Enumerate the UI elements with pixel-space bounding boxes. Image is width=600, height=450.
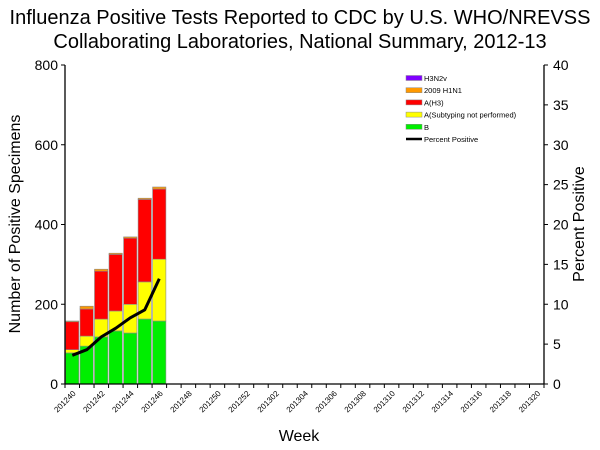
- bar-a-h3--201241: [79, 308, 94, 337]
- y2-tick-label-0: 0: [553, 376, 561, 392]
- x-tick-label-201306: 201306: [314, 389, 340, 415]
- x-tick-label-201314: 201314: [430, 389, 456, 415]
- y-tick-label-400: 400: [35, 217, 59, 233]
- legend-swatch-h3n2v: [405, 75, 423, 81]
- legend-swatch-b: [405, 124, 423, 130]
- x-tick-label-201250: 201250: [198, 389, 224, 415]
- legend: H3N2v 2009 H1N1 A(H3) A(Subtyping not perfo…: [405, 74, 517, 144]
- bar-a-h3--201246: [152, 188, 167, 260]
- legend-label-a-subtyping-not-performed: A(Subtyping not performed): [424, 111, 517, 120]
- y2-tick-label-30: 30: [553, 137, 569, 153]
- bar-2009-h1n1-201245: [137, 197, 152, 200]
- x-tick-label-201302: 201302: [256, 389, 282, 415]
- x-tick-label-201240: 201240: [52, 389, 78, 415]
- legend-label-2009-h1n1: 2009 H1N1: [424, 86, 462, 95]
- bar-series-group: [65, 186, 167, 385]
- y2-tick-label-35: 35: [553, 97, 569, 113]
- legend-swatch-a-h3: [405, 99, 423, 106]
- y2-tick-label-5: 5: [553, 336, 561, 352]
- y-tick-label-0: 0: [50, 376, 58, 392]
- y-tick-label-600: 600: [35, 137, 59, 153]
- x-tick-label-201308: 201308: [343, 389, 369, 415]
- y2-tick-label-20: 20: [553, 217, 569, 233]
- x-axis-label: Week: [279, 428, 321, 445]
- bar-b-201245: [137, 318, 152, 385]
- bar-2009-h1n1-201240: [65, 320, 80, 323]
- bar-2009-h1n1-201242: [94, 268, 109, 272]
- x-tick-label-201246: 201246: [140, 389, 166, 415]
- x-tick-label-201252: 201252: [227, 389, 253, 415]
- y-tick-label-200: 200: [35, 296, 59, 312]
- x-tick-label-201318: 201318: [488, 389, 514, 415]
- y2-tick-label-10: 10: [553, 296, 569, 312]
- y-axis-label: Number of Positive Specimens: [7, 115, 24, 334]
- y2-tick-label-25: 25: [553, 177, 569, 193]
- chart-title-line-2: Collaborating Laboratories, National Sum…: [53, 31, 546, 53]
- bar-b-201240: [65, 352, 80, 385]
- x-tick-label-201248: 201248: [169, 389, 195, 415]
- bar-2009-h1n1-201246: [152, 186, 167, 190]
- chart-title-line-1: Influenza Positive Tests Reported to CDC…: [10, 7, 591, 29]
- legend-label-a-h3: A(H3): [424, 98, 444, 107]
- x-tick-label-201320: 201320: [517, 389, 543, 415]
- x-tick-label-201312: 201312: [401, 389, 427, 415]
- bar-2009-h1n1-201244: [123, 236, 138, 239]
- legend-swatch-2009-h1n1: [405, 87, 423, 93]
- y2-tick-label-40: 40: [553, 57, 569, 73]
- x-tick-label-201310: 201310: [372, 389, 398, 415]
- x-tick-label-201316: 201316: [459, 389, 485, 415]
- legend-label-h3n2v: H3N2v: [424, 74, 447, 83]
- percent-positive-line-group: [71, 278, 161, 357]
- bar-b-201243: [108, 330, 123, 385]
- bar-b-201244: [123, 332, 138, 385]
- bar-a-h3--201243: [108, 254, 123, 312]
- bar-2009-h1n1-201243: [108, 252, 123, 255]
- bar-a-h3--201244: [123, 237, 138, 305]
- y2-axis-label: Percent Positive: [571, 166, 588, 282]
- bar-a-h3--201240: [65, 321, 80, 350]
- y2-tick-label-15: 15: [553, 256, 569, 272]
- legend-swatch-a-subtyping-not-performed: [405, 111, 423, 118]
- legend-label-percent-positive: Percent Positive: [424, 135, 478, 144]
- chart-title: Influenza Positive Tests Reported to CDC…: [10, 7, 591, 53]
- bar-2009-h1n1-201241: [79, 305, 94, 310]
- bar-b-201242: [94, 336, 109, 385]
- x-tick-label-201304: 201304: [285, 389, 311, 415]
- y-tick-label-800: 800: [35, 57, 59, 73]
- legend-label-b: B: [424, 123, 429, 132]
- x-tick-label-201244: 201244: [110, 389, 136, 415]
- bar-a-h3--201245: [137, 199, 152, 283]
- bar-b-201246: [152, 320, 167, 385]
- x-tick-label-201242: 201242: [81, 389, 107, 415]
- bar-a-h3--201242: [94, 270, 109, 320]
